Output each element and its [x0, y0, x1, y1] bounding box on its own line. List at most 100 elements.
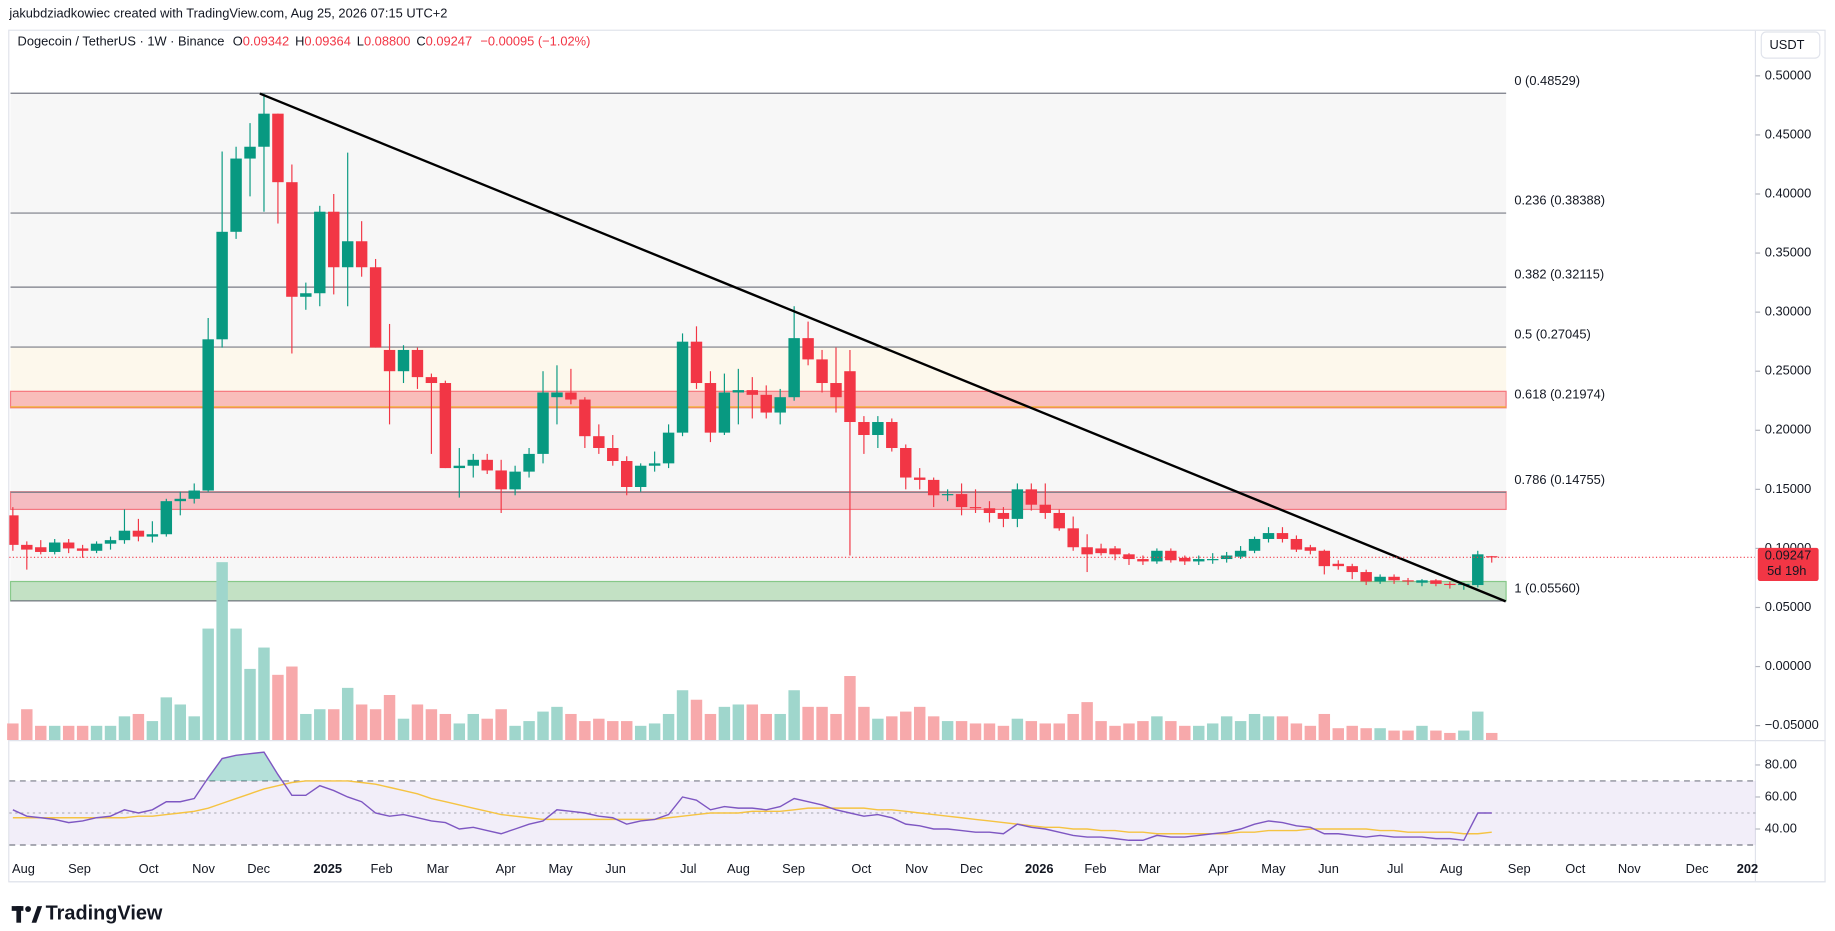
volume-bar [383, 694, 396, 741]
candle-body [160, 501, 173, 535]
x-tick-label: 2026 [1025, 861, 1054, 876]
high-label: H [295, 34, 304, 49]
candle-body [1430, 580, 1442, 584]
volume-bar [1220, 716, 1233, 741]
candle-body [411, 349, 424, 378]
y-tick-label: 0.35000 [1765, 244, 1811, 259]
candle-body [495, 470, 507, 490]
fib-label: 0.382 (0.32115) [1514, 267, 1604, 282]
volume-bar [272, 674, 284, 741]
volume-bar [62, 725, 75, 741]
rsi-tick-label: 80.00 [1765, 756, 1797, 771]
candle-body [453, 465, 466, 469]
volume-bar [523, 721, 535, 741]
candle-body [1234, 550, 1247, 557]
fib-label: 0.5 (0.27045) [1514, 327, 1590, 342]
candle-body [816, 359, 828, 384]
volume-bar [174, 704, 186, 741]
volume-bar [188, 716, 200, 741]
volume-bar [1248, 713, 1261, 741]
volume-bar [1123, 723, 1135, 741]
candle-body [788, 338, 800, 398]
y-tick-label: 0.50000 [1765, 67, 1811, 82]
volume-bar [1304, 725, 1317, 741]
candle-body [648, 463, 661, 466]
low-value: 0.08800 [364, 34, 410, 49]
symbol: Dogecoin / TetherUS · 1W · Binance [18, 34, 225, 49]
candle-body [802, 338, 814, 360]
low-label: L [357, 34, 364, 49]
volume-bar [788, 690, 800, 741]
close-label: C [416, 34, 425, 49]
candle-body [1318, 550, 1331, 567]
volume-bar [1346, 725, 1358, 741]
candle-body [872, 422, 884, 436]
candle-body [1388, 576, 1400, 581]
x-tick-label: Nov [905, 861, 928, 876]
credit: jakubdziadkowiec created with TradingVie… [8, 6, 447, 21]
candle-body [690, 341, 703, 384]
rsi-ma-line [12, 780, 1492, 835]
y-tick-label: 0.00000 [1765, 658, 1811, 673]
volume-bar [467, 713, 479, 741]
rsi-tick-label: 60.00 [1765, 788, 1797, 803]
change: −0.00095 (−1.02%) [480, 34, 590, 49]
y-tick-label: 0.15000 [1765, 481, 1811, 496]
x-tick-label: Nov [1618, 861, 1641, 876]
candle-body [1081, 547, 1093, 555]
fib-label: 0 (0.48529) [1514, 73, 1580, 88]
volume-bar [202, 628, 214, 741]
volume-bar [1165, 721, 1177, 741]
candle-body [1402, 580, 1414, 582]
candle-body [76, 548, 89, 551]
candle-body [1262, 533, 1275, 539]
volume-bar [1081, 702, 1093, 741]
x-tick-label: 2025 [313, 861, 342, 876]
logo-mark [31, 906, 43, 923]
fib-band [10, 213, 1507, 288]
candle-body [21, 544, 33, 550]
candle-body [300, 293, 312, 297]
volume-bar [1109, 725, 1121, 741]
fib-band [10, 347, 1507, 407]
x-tick-label: Aug [1440, 861, 1463, 876]
fib-band [10, 93, 1507, 214]
currency-button[interactable] [1760, 31, 1821, 59]
volume-bar [439, 713, 452, 741]
candle-body [565, 392, 577, 400]
candle-body [174, 498, 186, 502]
candle-body [132, 530, 145, 537]
currency[interactable]: USDT [1769, 37, 1804, 52]
candle-body [886, 422, 898, 449]
volume-bar [258, 647, 270, 741]
volume-bar [1067, 713, 1079, 741]
high-value: 0.09364 [304, 34, 350, 49]
volume-bar [732, 704, 745, 741]
last-price-box [1757, 547, 1819, 582]
logo-text: TradingView [46, 903, 163, 925]
volume-bar [286, 666, 298, 741]
candle-body [913, 477, 926, 480]
volume-bar [1430, 730, 1442, 741]
x-tick-label: Nov [192, 861, 215, 876]
candle-body [286, 182, 298, 297]
candle-body [858, 422, 870, 436]
volume-bar [1039, 723, 1051, 741]
volume-bar [314, 709, 326, 741]
volume-bar [746, 704, 759, 741]
volume-bar [955, 721, 968, 741]
volume-bar [355, 704, 368, 741]
rsi-overbought-fill [206, 752, 283, 781]
candle-body [118, 530, 131, 541]
volume-bar [662, 713, 675, 741]
x-tick-label: May [1261, 861, 1286, 876]
volume-bar [1332, 728, 1344, 741]
candle-body [90, 543, 103, 551]
fib-label: 0.618 (0.21974) [1514, 386, 1605, 401]
countdown: 5d 19h [1767, 563, 1806, 578]
volume-bar [1262, 716, 1275, 741]
volume-bar [341, 687, 354, 741]
candle-body [1025, 489, 1038, 505]
zone [9, 491, 1507, 511]
